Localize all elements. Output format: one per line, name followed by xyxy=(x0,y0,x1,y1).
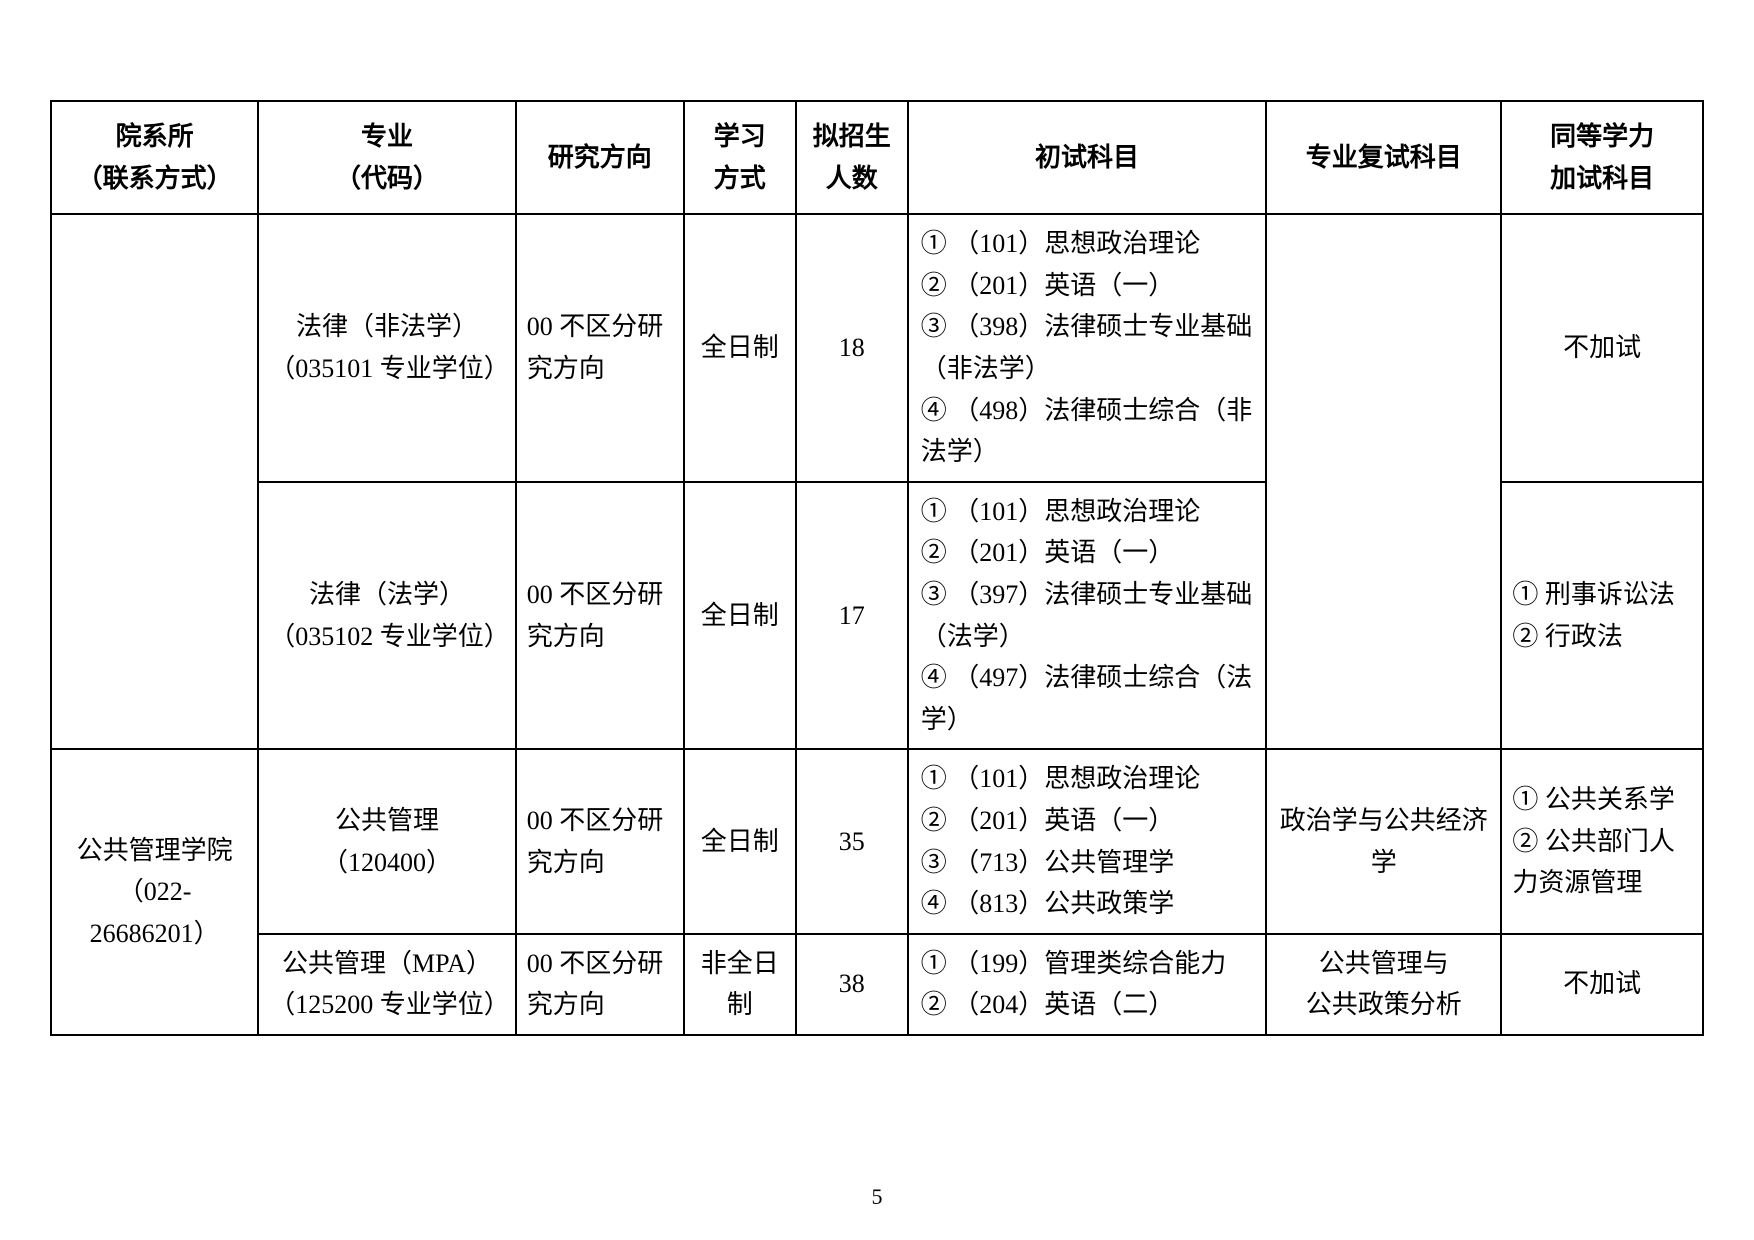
prelim-line: ① （101）思想政治理论 xyxy=(921,491,1255,533)
cell-quota-text: 18 xyxy=(839,333,865,362)
th-prelim-label: 初试科目 xyxy=(1035,143,1139,172)
prelim-line: ① （199）管理类综合能力 xyxy=(921,943,1255,985)
cell-quota: 18 xyxy=(796,214,908,482)
cell-quota: 38 xyxy=(796,934,908,1035)
cell-mode-text: 全日制 xyxy=(701,333,779,362)
table-row: 法律（非法学）（035101 专业学位） 00 不区分研究方向 全日制 18 ①… xyxy=(51,214,1703,482)
prelim-line: ② （201）英语（一） xyxy=(921,532,1255,574)
th-dept: 院系所（联系方式） xyxy=(51,101,258,214)
cell-quota: 17 xyxy=(796,482,908,750)
th-dir-label: 研究方向 xyxy=(548,143,652,172)
cell-dept xyxy=(51,214,258,749)
prelim-line: ④ （497）法律硕士综合（法学） xyxy=(921,657,1255,740)
prelim-line: ④ （498）法律硕士综合（非法学） xyxy=(921,390,1255,473)
cell-mode-text: 全日制 xyxy=(701,827,779,856)
cell-extra-text: 不加试 xyxy=(1563,969,1641,998)
cell-dept-text: 公共管理学院（022-26686201） xyxy=(77,836,233,948)
cell-extra: ① 刑事诉讼法② 行政法 xyxy=(1501,482,1703,750)
th-quota: 拟招生人数 xyxy=(796,101,908,214)
cell-quota-text: 17 xyxy=(839,601,865,630)
cell-major: 法律（法学）（035102 专业学位） xyxy=(258,482,516,750)
cell-extra-text: ① 公共关系学② 公共部门人力资源管理 xyxy=(1512,785,1675,897)
cell-extra-text: 不加试 xyxy=(1563,333,1641,362)
cell-direction: 00 不区分研究方向 xyxy=(516,749,684,933)
cell-retest-text: 公共管理与公共政策分析 xyxy=(1306,949,1462,1020)
prelim-line: ② （204）英语（二） xyxy=(921,984,1255,1026)
cell-quota: 35 xyxy=(796,749,908,933)
cell-retest: 公共管理与公共政策分析 xyxy=(1266,934,1501,1035)
prelim-line: ② （201）英语（一） xyxy=(921,265,1255,307)
prelim-line: ② （201）英语（一） xyxy=(921,800,1255,842)
th-retest: 专业复试科目 xyxy=(1266,101,1501,214)
admissions-table: 院系所（联系方式） 专业（代码） 研究方向 学习方式 拟招生人数 初试科目 专业… xyxy=(50,100,1704,1036)
cell-major-text: 法律（法学）（035102 专业学位） xyxy=(269,580,510,651)
cell-major: 公共管理（120400） xyxy=(258,749,516,933)
document-page: 院系所（联系方式） 专业（代码） 研究方向 学习方式 拟招生人数 初试科目 专业… xyxy=(0,0,1754,1240)
prelim-line: ① （101）思想政治理论 xyxy=(921,223,1255,265)
page-number: 5 xyxy=(0,1184,1754,1210)
table-header-row: 院系所（联系方式） 专业（代码） 研究方向 学习方式 拟招生人数 初试科目 专业… xyxy=(51,101,1703,214)
cell-prelim: ① （101）思想政治理论 ② （201）英语（一） ③ （397）法律硕士专业… xyxy=(908,482,1266,750)
cell-major: 法律（非法学）（035101 专业学位） xyxy=(258,214,516,482)
th-major: 专业（代码） xyxy=(258,101,516,214)
cell-major-text: 法律（非法学）（035101 专业学位） xyxy=(269,312,510,383)
table-row: 公共管理（MPA）（125200 专业学位） 00 不区分研究方向 非全日制 3… xyxy=(51,934,1703,1035)
cell-retest-text: 政治学与公共经济学 xyxy=(1280,806,1488,877)
th-mode: 学习方式 xyxy=(684,101,796,214)
cell-extra: 不加试 xyxy=(1501,934,1703,1035)
cell-mode-text: 非全日制 xyxy=(701,949,779,1020)
cell-major: 公共管理（MPA）（125200 专业学位） xyxy=(258,934,516,1035)
cell-retest: 政治学与公共经济学 xyxy=(1266,749,1501,933)
page-number-text: 5 xyxy=(872,1184,883,1209)
prelim-line: ④ （813）公共政策学 xyxy=(921,883,1255,925)
cell-mode: 非全日制 xyxy=(684,934,796,1035)
cell-mode: 全日制 xyxy=(684,482,796,750)
prelim-line: ③ （397）法律硕士专业基础（法学） xyxy=(921,574,1255,657)
th-quota-label: 拟招生人数 xyxy=(813,122,891,193)
cell-retest xyxy=(1266,214,1501,749)
cell-major-text: 公共管理（120400） xyxy=(322,806,452,877)
cell-mode: 全日制 xyxy=(684,749,796,933)
cell-quota-text: 35 xyxy=(839,827,865,856)
prelim-line: ① （101）思想政治理论 xyxy=(921,758,1255,800)
prelim-line: ③ （713）公共管理学 xyxy=(921,842,1255,884)
cell-direction-text: 00 不区分研究方向 xyxy=(527,949,664,1020)
th-dir: 研究方向 xyxy=(516,101,684,214)
cell-direction: 00 不区分研究方向 xyxy=(516,482,684,750)
th-retest-label: 专业复试科目 xyxy=(1306,143,1462,172)
th-extra-label: 同等学力加试科目 xyxy=(1550,122,1654,193)
th-dept-label: 院系所（联系方式） xyxy=(77,122,233,193)
cell-extra-text: ① 刑事诉讼法② 行政法 xyxy=(1512,580,1675,651)
th-prelim: 初试科目 xyxy=(908,101,1266,214)
cell-prelim: ① （101）思想政治理论 ② （201）英语（一） ③ （398）法律硕士专业… xyxy=(908,214,1266,482)
cell-quota-text: 38 xyxy=(839,969,865,998)
table-row: 公共管理学院（022-26686201） 公共管理（120400） 00 不区分… xyxy=(51,749,1703,933)
cell-direction: 00 不区分研究方向 xyxy=(516,214,684,482)
th-mode-label: 学习方式 xyxy=(714,122,766,193)
cell-mode: 全日制 xyxy=(684,214,796,482)
cell-major-text: 公共管理（MPA）（125200 专业学位） xyxy=(269,949,510,1020)
cell-direction-text: 00 不区分研究方向 xyxy=(527,312,664,383)
cell-prelim: ① （199）管理类综合能力 ② （204）英语（二） xyxy=(908,934,1266,1035)
cell-mode-text: 全日制 xyxy=(701,601,779,630)
th-extra: 同等学力加试科目 xyxy=(1501,101,1703,214)
cell-direction-text: 00 不区分研究方向 xyxy=(527,580,664,651)
cell-extra: ① 公共关系学② 公共部门人力资源管理 xyxy=(1501,749,1703,933)
th-major-label: 专业（代码） xyxy=(335,122,439,193)
cell-dept: 公共管理学院（022-26686201） xyxy=(51,749,258,1035)
cell-direction-text: 00 不区分研究方向 xyxy=(527,806,664,877)
cell-direction: 00 不区分研究方向 xyxy=(516,934,684,1035)
cell-prelim: ① （101）思想政治理论 ② （201）英语（一） ③ （713）公共管理学 … xyxy=(908,749,1266,933)
prelim-line: ③ （398）法律硕士专业基础（非法学） xyxy=(921,306,1255,389)
cell-extra: 不加试 xyxy=(1501,214,1703,482)
